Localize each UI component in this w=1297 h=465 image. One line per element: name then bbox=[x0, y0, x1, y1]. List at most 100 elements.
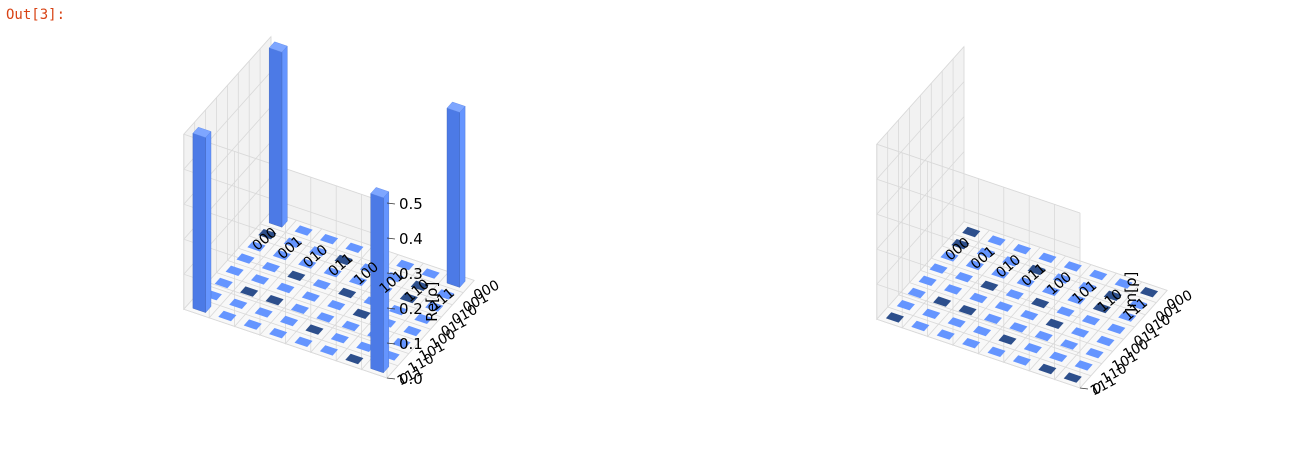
tile-010-111 bbox=[243, 319, 262, 330]
tile-001-010 bbox=[965, 259, 984, 271]
tile-001-110 bbox=[922, 308, 941, 319]
z-tick bbox=[386, 342, 396, 345]
tile-000-010 bbox=[940, 251, 959, 262]
tile-110-010 bbox=[399, 292, 418, 304]
bar-front-face bbox=[459, 105, 466, 288]
tile-101-110 bbox=[1023, 343, 1042, 354]
tile-010-001 bbox=[1002, 256, 1021, 267]
tile-100-110 bbox=[305, 324, 324, 335]
tile-111-000 bbox=[1140, 287, 1159, 298]
tile-011-110 bbox=[280, 315, 299, 327]
bar-side-face bbox=[446, 107, 460, 288]
bar-111-111 bbox=[370, 187, 390, 374]
tile-101-010 bbox=[1067, 294, 1086, 305]
tile-000-011 bbox=[236, 253, 255, 264]
tile-001-111 bbox=[218, 310, 237, 322]
tile-110-110 bbox=[1049, 351, 1068, 362]
tile-010-111 bbox=[936, 329, 955, 340]
tile-011-111 bbox=[269, 328, 288, 339]
tile-111-100 bbox=[403, 325, 422, 337]
tile-101-000 bbox=[396, 259, 415, 271]
tile-100-001 bbox=[1052, 273, 1071, 284]
output-prompt: Out[3]: bbox=[6, 7, 66, 23]
tile-001-001 bbox=[283, 237, 302, 248]
tile-101-101 bbox=[341, 320, 360, 332]
tile-101-001 bbox=[1078, 282, 1097, 293]
z-tick bbox=[386, 272, 396, 275]
tile-011-011 bbox=[312, 279, 331, 290]
tile-010-000 bbox=[1013, 244, 1032, 255]
grid-line bbox=[876, 144, 1081, 389]
tile-110-100 bbox=[1071, 327, 1090, 338]
tile-001-011 bbox=[954, 272, 973, 283]
tile-000-111 bbox=[885, 312, 904, 323]
tile-000-101 bbox=[214, 277, 233, 289]
tile-000-001 bbox=[951, 239, 970, 250]
tile-101-101 bbox=[1034, 330, 1053, 342]
bar-front-face bbox=[205, 130, 212, 314]
tile-011-010 bbox=[1016, 277, 1035, 288]
tile-001-011 bbox=[261, 262, 280, 273]
tile-100-111 bbox=[987, 346, 1006, 357]
tile-011-101 bbox=[290, 303, 309, 314]
tile-100-010 bbox=[1042, 285, 1061, 296]
tile-001-100 bbox=[944, 284, 963, 295]
bar-front-face bbox=[281, 45, 288, 228]
tile-100-101 bbox=[316, 312, 335, 323]
bar-top-face bbox=[268, 41, 288, 53]
bar-side-face bbox=[192, 133, 206, 313]
z-tick-label: 0 bbox=[1092, 380, 1102, 398]
tile-111-101 bbox=[392, 338, 411, 349]
tile-001-110 bbox=[229, 298, 248, 309]
bar-top-face bbox=[192, 126, 212, 138]
tile-110-011 bbox=[1081, 315, 1100, 326]
tile-110-010 bbox=[1092, 302, 1111, 314]
tile-001-000 bbox=[987, 235, 1006, 246]
tile-001-000 bbox=[294, 225, 313, 236]
tile-100-111 bbox=[294, 336, 313, 347]
tile-011-110 bbox=[973, 325, 992, 337]
tile-100-000 bbox=[1063, 261, 1082, 272]
tile-010-010 bbox=[991, 268, 1010, 279]
grid-line bbox=[216, 97, 420, 342]
bar-top-face bbox=[446, 101, 466, 113]
tile-001-001 bbox=[976, 247, 995, 258]
tile-010-100 bbox=[969, 292, 988, 304]
tile-101-111 bbox=[319, 345, 338, 356]
grid-line bbox=[941, 71, 1146, 316]
z-tick bbox=[386, 202, 396, 205]
z-tick-label: 0.0 bbox=[399, 370, 423, 388]
tile-000-010 bbox=[247, 241, 266, 252]
tile-010-001 bbox=[309, 246, 328, 257]
tile-101-011 bbox=[1056, 306, 1075, 317]
tile-101-100 bbox=[352, 308, 371, 319]
grid-line bbox=[887, 132, 1092, 377]
tile-011-011 bbox=[1005, 289, 1024, 300]
grid-line bbox=[183, 36, 388, 204]
tile-011-000 bbox=[345, 242, 364, 253]
tile-111-011 bbox=[414, 313, 433, 324]
bars bbox=[192, 41, 466, 374]
tile-000-001 bbox=[258, 229, 277, 240]
grid-line bbox=[920, 95, 1124, 340]
tile-110-101 bbox=[1060, 339, 1079, 350]
tile-010-110 bbox=[254, 307, 273, 318]
tile-011-001 bbox=[1027, 264, 1046, 276]
bar-top-face bbox=[370, 187, 390, 199]
bars bbox=[885, 226, 1159, 383]
tile-111-010 bbox=[1118, 311, 1137, 322]
tile-001-101 bbox=[240, 286, 259, 297]
tile-100-010 bbox=[349, 275, 368, 286]
tile-010-010 bbox=[298, 258, 317, 269]
tile-111-011 bbox=[1107, 323, 1126, 334]
tile-011-101 bbox=[983, 313, 1002, 324]
grid-line bbox=[963, 46, 1168, 291]
tile-000-000 bbox=[962, 226, 981, 238]
tile-011-100 bbox=[301, 291, 320, 302]
z-tick bbox=[1079, 387, 1089, 390]
tile-110-000 bbox=[1114, 278, 1133, 289]
tile-011-010 bbox=[323, 267, 342, 278]
tile-011-001 bbox=[334, 254, 353, 266]
